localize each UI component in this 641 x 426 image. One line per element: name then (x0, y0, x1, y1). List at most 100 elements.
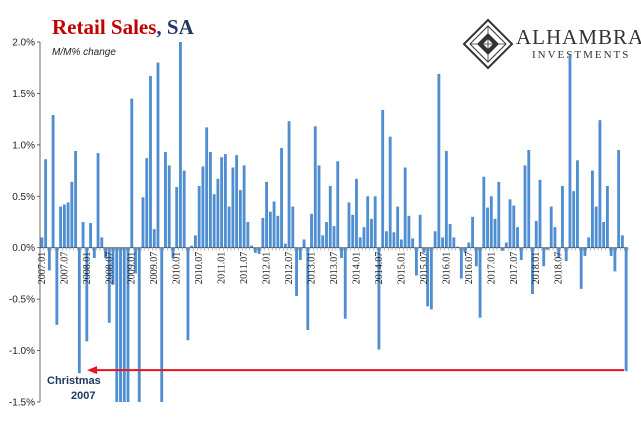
bar (321, 235, 325, 248)
bar (594, 206, 598, 248)
bar (130, 98, 134, 248)
bar (96, 153, 100, 248)
bar (55, 247, 59, 325)
bar (179, 42, 182, 248)
bar (362, 227, 366, 248)
bar (115, 247, 119, 402)
bar (291, 206, 295, 248)
bar (77, 247, 81, 374)
bar (482, 176, 486, 248)
y-tick-label: -1.0% (9, 346, 35, 357)
bar (497, 181, 501, 248)
bar (512, 205, 516, 248)
bar (403, 167, 407, 248)
bar (557, 247, 561, 258)
y-tick-label: 0.0% (12, 243, 35, 254)
bar (197, 186, 201, 248)
bar (186, 247, 190, 341)
chart-title: Retail Sales, SA (52, 15, 195, 39)
bar (347, 202, 351, 248)
bar (100, 237, 104, 248)
bar (51, 115, 55, 248)
x-tick-label: 2013.01 (307, 252, 318, 285)
bar (355, 178, 358, 248)
bar (433, 231, 437, 248)
bar (429, 247, 433, 310)
bar (235, 155, 239, 248)
bar (617, 150, 621, 248)
bar (156, 62, 160, 248)
bar (325, 222, 328, 248)
bar (388, 136, 392, 248)
bar (89, 223, 92, 248)
bar (471, 216, 474, 248)
bar (268, 211, 272, 248)
x-tick-label: 2016.07 (464, 252, 475, 285)
bar (579, 247, 583, 289)
y-tick-label: 1.5% (12, 89, 35, 100)
bar (126, 247, 130, 402)
bar (620, 235, 624, 248)
bar (160, 247, 164, 402)
bar (576, 160, 579, 248)
bar (418, 214, 422, 248)
annotation-arrow-head (87, 366, 98, 375)
bar (205, 127, 209, 248)
bar (538, 179, 542, 248)
x-tick-label: 2017.01 (486, 252, 497, 285)
x-tick-label: 2007.01 (37, 252, 48, 284)
bar (568, 55, 572, 248)
bar (220, 157, 224, 248)
x-tick-label: 2014.01 (351, 252, 362, 285)
x-tick-label: 2009.07 (149, 252, 160, 285)
bar (190, 245, 194, 248)
x-tick-label: 2016.01 (441, 252, 452, 285)
bar (336, 161, 340, 248)
bar (317, 165, 321, 248)
x-tick-label: 2013.07 (329, 252, 340, 285)
annotation-line1: Christmas (47, 375, 101, 387)
bar (437, 73, 441, 248)
y-tick-label: 1.0% (12, 140, 35, 151)
x-tick-label: 2012.01 (262, 252, 273, 285)
y-tick-label: -1.5% (9, 398, 35, 409)
alhambra-logo: ALHAMBRA INVESTMENTS (462, 18, 641, 70)
bar (74, 151, 78, 248)
bar (253, 247, 257, 253)
logo-subtitle: INVESTMENTS (532, 49, 630, 61)
bar (422, 247, 426, 253)
x-tick-label: 2014.07 (374, 252, 385, 285)
bar (250, 245, 254, 248)
bar (467, 242, 471, 248)
x-tick-label: 2010.07 (194, 252, 205, 285)
bar (306, 247, 310, 330)
bar (134, 247, 137, 274)
bar (283, 243, 287, 248)
bar (549, 206, 553, 248)
bar (583, 247, 587, 256)
bar (441, 237, 445, 248)
bar (59, 206, 63, 248)
bar (613, 247, 617, 272)
bar (478, 247, 482, 318)
bar (486, 207, 489, 248)
bar (152, 229, 156, 248)
alhambra-diamond-logo-icon (462, 18, 514, 70)
bar (392, 232, 396, 248)
bar (452, 237, 456, 248)
annotation: Christmas 2007 (47, 366, 624, 402)
bar (377, 247, 381, 350)
bar (598, 120, 602, 248)
x-tick-label: 2010.01 (172, 252, 183, 285)
bars (40, 42, 628, 402)
bar (501, 247, 504, 251)
x-tick-label: 2018.01 (531, 252, 542, 285)
x-tick-label: 2018.07 (554, 252, 565, 285)
bar (531, 247, 534, 294)
bar (602, 222, 606, 248)
bar (276, 215, 280, 248)
bar (609, 247, 613, 256)
bar (194, 235, 197, 248)
bar (149, 75, 152, 248)
bar (216, 178, 220, 248)
